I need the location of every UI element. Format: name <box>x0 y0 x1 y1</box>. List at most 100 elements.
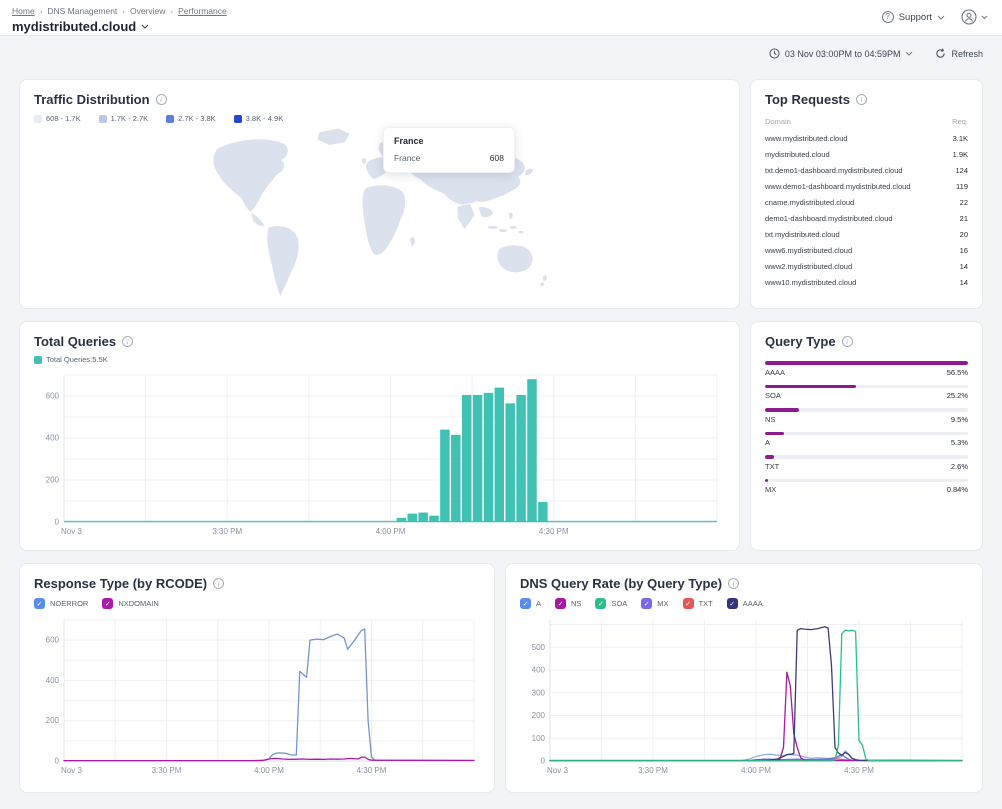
svg-text:100: 100 <box>532 734 546 743</box>
query-type-list: AAAA 56.5% SOA 25.2% <box>765 361 968 496</box>
checkbox-checked-icon: ✓ <box>595 598 606 609</box>
refresh-label: Refresh <box>951 49 983 59</box>
legend-checkbox-item[interactable]: ✓ A <box>520 598 541 609</box>
svg-text:3:30 PM: 3:30 PM <box>638 766 668 775</box>
svg-text:600: 600 <box>46 392 60 401</box>
query-type-percent: 9.5% <box>951 415 968 424</box>
query-type-track <box>765 479 968 483</box>
query-type-bar <box>765 479 768 483</box>
query-type-bar <box>765 361 968 365</box>
legend-label: SOA <box>611 599 627 608</box>
svg-text:3:30 PM: 3:30 PM <box>152 766 182 775</box>
legend-checkbox-item[interactable]: ✓ SOA <box>595 598 627 609</box>
checkbox-checked-icon: ✓ <box>34 598 45 609</box>
info-icon[interactable]: i <box>842 336 853 347</box>
info-icon[interactable]: i <box>122 336 133 347</box>
legend-label: MX <box>657 599 668 608</box>
legend-checkbox-item[interactable]: ✓ NXDOMAIN <box>102 598 158 609</box>
response-type-legend: ✓ NOERROR ✓ NXDOMAIN <box>34 598 480 609</box>
breadcrumb-performance[interactable]: Performance <box>178 6 227 16</box>
info-icon[interactable]: i <box>728 578 739 589</box>
table-row[interactable]: www.mydistributed.cloud 3.1K <box>765 130 968 146</box>
traffic-legend-item: 3.8K - 4.9K <box>234 114 284 123</box>
query-type-bar <box>765 385 856 389</box>
checkbox-checked-icon: ✓ <box>641 598 652 609</box>
chevron-down-icon <box>905 51 913 56</box>
legend-label: AAAA <box>743 599 763 608</box>
query-type-label: A <box>765 438 770 447</box>
req-count-cell: 1.9K <box>953 150 968 159</box>
breadcrumb-separator: › <box>170 7 173 16</box>
query-type-percent: 0.84% <box>947 485 968 494</box>
query-type-bar <box>765 408 799 412</box>
clock-icon <box>769 48 780 59</box>
refresh-button[interactable]: Refresh <box>935 48 983 59</box>
breadcrumb-home[interactable]: Home <box>12 6 35 16</box>
dashboard-content: Traffic Distribution i 608 - 1.7K 1.7K -… <box>0 59 1002 793</box>
legend-label: 608 - 1.7K <box>46 114 81 123</box>
req-count-cell: 14 <box>960 278 968 287</box>
svg-text:400: 400 <box>46 434 60 443</box>
total-queries-legend[interactable]: Total Queries:5.5K <box>34 355 108 364</box>
chevron-down-icon <box>937 15 945 20</box>
table-row[interactable]: txt.demo1-dashboard.mydistributed.cloud … <box>765 162 968 178</box>
svg-text:Nov 3: Nov 3 <box>61 766 82 775</box>
legend-checkbox-item[interactable]: ✓ NS <box>555 598 581 609</box>
table-row[interactable]: www10.mydistributed.cloud 14 <box>765 274 968 290</box>
query-type-row: MX 0.84% <box>765 479 968 497</box>
legend-checkbox-item[interactable]: ✓ TXT <box>683 598 713 609</box>
svg-text:4:00 PM: 4:00 PM <box>376 527 406 536</box>
legend-swatch <box>34 356 42 364</box>
query-type-label: AAAA <box>765 368 785 377</box>
legend-checkbox-item[interactable]: ✓ NOERROR <box>34 598 88 609</box>
info-icon[interactable]: i <box>213 578 224 589</box>
table-row[interactable]: demo1-dashboard.mydistributed.cloud 21 <box>765 210 968 226</box>
table-row[interactable]: mydistributed.cloud 1.9K <box>765 146 968 162</box>
user-circle-icon <box>961 9 977 25</box>
req-count-cell: 16 <box>960 246 968 255</box>
info-icon[interactable]: i <box>856 94 867 105</box>
domain-cell: www10.mydistributed.cloud <box>765 278 856 287</box>
query-type-row: NS 9.5% <box>765 408 968 426</box>
legend-checkbox-item[interactable]: ✓ MX <box>641 598 668 609</box>
table-row[interactable]: www6.mydistributed.cloud 16 <box>765 242 968 258</box>
top-requests-title: Top Requests <box>765 92 850 107</box>
query-type-percent: 25.2% <box>947 391 968 400</box>
svg-text:4:30 PM: 4:30 PM <box>357 766 387 775</box>
info-icon[interactable]: i <box>156 94 167 105</box>
breadcrumb-overview[interactable]: Overview <box>130 6 165 16</box>
svg-text:Nov 3: Nov 3 <box>61 527 82 536</box>
table-row[interactable]: txt.mydistributed.cloud 20 <box>765 226 968 242</box>
traffic-legend: 608 - 1.7K 1.7K - 2.7K 2.7K - 3.8K <box>34 114 725 123</box>
date-range-picker[interactable]: 03 Nov 03:00PM to 04:59PM <box>769 48 914 59</box>
legend-label: Total Queries:5.5K <box>46 355 108 364</box>
support-menu[interactable]: ? Support <box>882 11 945 23</box>
traffic-distribution-title: Traffic Distribution <box>34 92 150 107</box>
tooltip-country: France <box>394 136 504 146</box>
table-row[interactable]: www.demo1-dashboard.mydistributed.cloud … <box>765 178 968 194</box>
legend-label: A <box>536 599 541 608</box>
svg-text:400: 400 <box>46 676 60 685</box>
legend-checkbox-item[interactable]: ✓ AAAA <box>727 598 763 609</box>
top-requests-table: Domain Req. www.mydistributed.cloud 3.1K… <box>765 115 968 290</box>
zone-selector[interactable]: mydistributed.cloud <box>12 19 990 34</box>
account-menu[interactable] <box>961 9 988 25</box>
legend-label: NXDOMAIN <box>118 599 158 608</box>
traffic-legend-item: 608 - 1.7K <box>34 114 81 123</box>
legend-label: 3.8K - 4.9K <box>246 114 284 123</box>
breadcrumb-dns-management[interactable]: DNS Management <box>47 6 117 16</box>
query-type-track <box>765 455 968 459</box>
table-row[interactable]: www2.mydistributed.cloud 14 <box>765 258 968 274</box>
req-count-cell: 20 <box>960 230 968 239</box>
total-queries-card: Total Queries i Total Queries:5.5K 02004… <box>19 321 740 551</box>
world-map[interactable] <box>34 125 725 297</box>
svg-text:4:00 PM: 4:00 PM <box>254 766 284 775</box>
breadcrumb-separator: › <box>122 7 125 16</box>
query-type-title: Query Type <box>765 334 836 349</box>
query-type-label: SOA <box>765 391 781 400</box>
req-count-cell: 14 <box>960 262 968 271</box>
date-range-label: 03 Nov 03:00PM to 04:59PM <box>785 49 901 59</box>
top-header: Home › DNS Management › Overview › Perfo… <box>0 0 1002 36</box>
table-row[interactable]: cname.mydistributed.cloud 22 <box>765 194 968 210</box>
svg-text:3:30 PM: 3:30 PM <box>212 527 242 536</box>
